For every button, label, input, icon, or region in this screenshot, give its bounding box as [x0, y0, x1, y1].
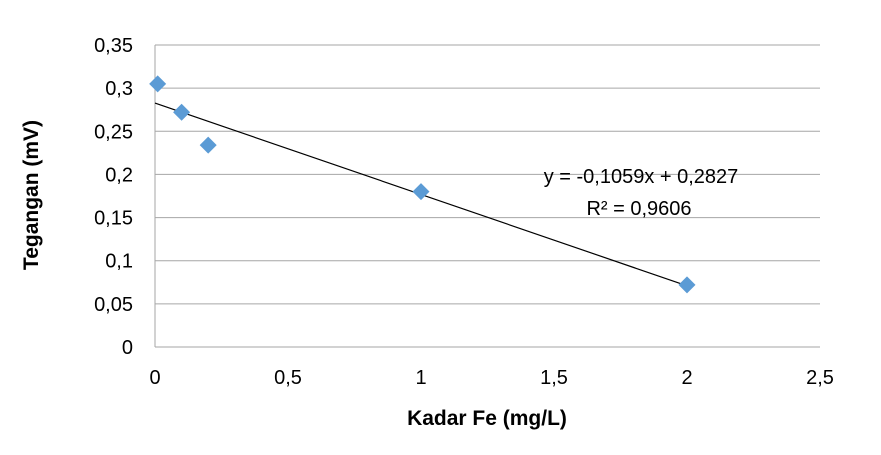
x-tick-label: 0,5: [274, 367, 302, 389]
x-tick-label: 1,5: [540, 367, 568, 389]
y-axis-title: Tegangan (mV): [20, 120, 43, 270]
y-tick-label: 0,2: [105, 164, 133, 186]
x-tick-label: 0: [149, 367, 160, 389]
x-axis-title: Kadar Fe (mg/L): [407, 407, 567, 430]
y-tick-label: 0: [122, 337, 133, 359]
data-point: [678, 276, 696, 294]
data-points: [149, 75, 696, 294]
y-tick-label: 0,3: [105, 78, 133, 100]
y-tick-label: 0,25: [94, 121, 133, 143]
axes: [154, 45, 820, 348]
data-point: [199, 136, 217, 154]
y-tick-label: 0,1: [105, 251, 133, 273]
x-tick-label: 1: [415, 367, 426, 389]
x-tick-label: 2,5: [806, 367, 834, 389]
tick-labels: 0 0,05 0,1 0,15 0,2 0,25 0,3 0,35 0 0,5 1 1,5 2 2,5: [94, 35, 834, 389]
r-squared-label: R² = 0,9606: [586, 198, 691, 220]
data-point: [173, 103, 191, 121]
data-point: [149, 75, 167, 93]
y-tick-label: 0,15: [94, 208, 133, 230]
y-tick-label: 0,05: [94, 294, 133, 316]
y-tick-label: 0,35: [94, 35, 133, 57]
data-point: [412, 183, 430, 201]
trendline-equation: y = -0,1059x + 0,2827: [544, 166, 739, 188]
x-tick-label: 2: [681, 367, 692, 389]
